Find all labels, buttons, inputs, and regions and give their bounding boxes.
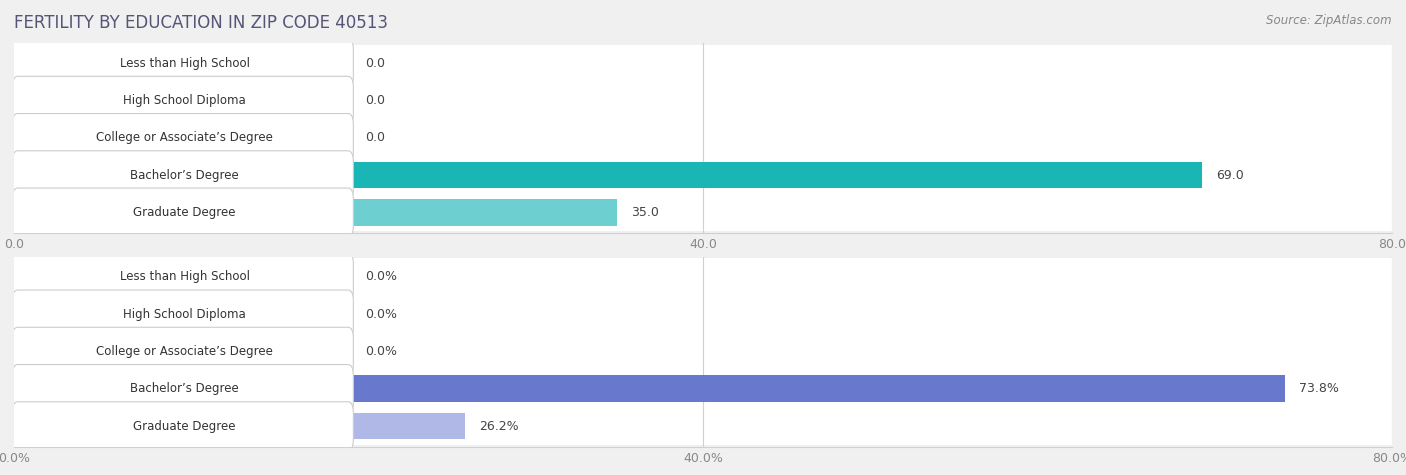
Text: 35.0: 35.0 [631,206,658,219]
FancyBboxPatch shape [13,76,353,125]
FancyBboxPatch shape [14,333,1392,370]
Text: 0.0%: 0.0% [366,270,398,284]
FancyBboxPatch shape [14,258,1392,295]
FancyBboxPatch shape [13,364,353,413]
Text: Less than High School: Less than High School [120,270,250,284]
Text: Graduate Degree: Graduate Degree [134,419,236,433]
Text: 0.0: 0.0 [366,57,385,70]
FancyBboxPatch shape [13,253,353,301]
Text: 0.0%: 0.0% [366,308,398,321]
Text: Bachelor’s Degree: Bachelor’s Degree [131,382,239,395]
Text: 69.0: 69.0 [1216,169,1244,181]
Text: Bachelor’s Degree: Bachelor’s Degree [131,169,239,181]
FancyBboxPatch shape [13,327,353,376]
Bar [14,199,617,226]
Text: 73.8%: 73.8% [1299,382,1339,395]
FancyBboxPatch shape [13,114,353,162]
Text: 0.0: 0.0 [366,94,385,107]
Bar [14,413,465,439]
FancyBboxPatch shape [14,194,1392,231]
FancyBboxPatch shape [13,188,353,237]
FancyBboxPatch shape [14,82,1392,119]
Text: FERTILITY BY EDUCATION IN ZIP CODE 40513: FERTILITY BY EDUCATION IN ZIP CODE 40513 [14,14,388,32]
FancyBboxPatch shape [13,290,353,339]
FancyBboxPatch shape [14,45,1392,82]
Text: 0.0: 0.0 [366,131,385,144]
Text: College or Associate’s Degree: College or Associate’s Degree [96,131,273,144]
Text: 26.2%: 26.2% [479,419,519,433]
Text: High School Diploma: High School Diploma [124,94,246,107]
FancyBboxPatch shape [14,370,1392,408]
Text: 0.0%: 0.0% [366,345,398,358]
Bar [14,375,1285,402]
Text: College or Associate’s Degree: College or Associate’s Degree [96,345,273,358]
Text: Less than High School: Less than High School [120,57,250,70]
FancyBboxPatch shape [14,119,1392,156]
FancyBboxPatch shape [14,295,1392,333]
Text: High School Diploma: High School Diploma [124,308,246,321]
Text: Graduate Degree: Graduate Degree [134,206,236,219]
FancyBboxPatch shape [14,156,1392,194]
FancyBboxPatch shape [14,408,1392,445]
FancyBboxPatch shape [13,402,353,450]
Bar [14,162,1202,189]
FancyBboxPatch shape [13,151,353,199]
Text: Source: ZipAtlas.com: Source: ZipAtlas.com [1267,14,1392,27]
FancyBboxPatch shape [13,39,353,87]
